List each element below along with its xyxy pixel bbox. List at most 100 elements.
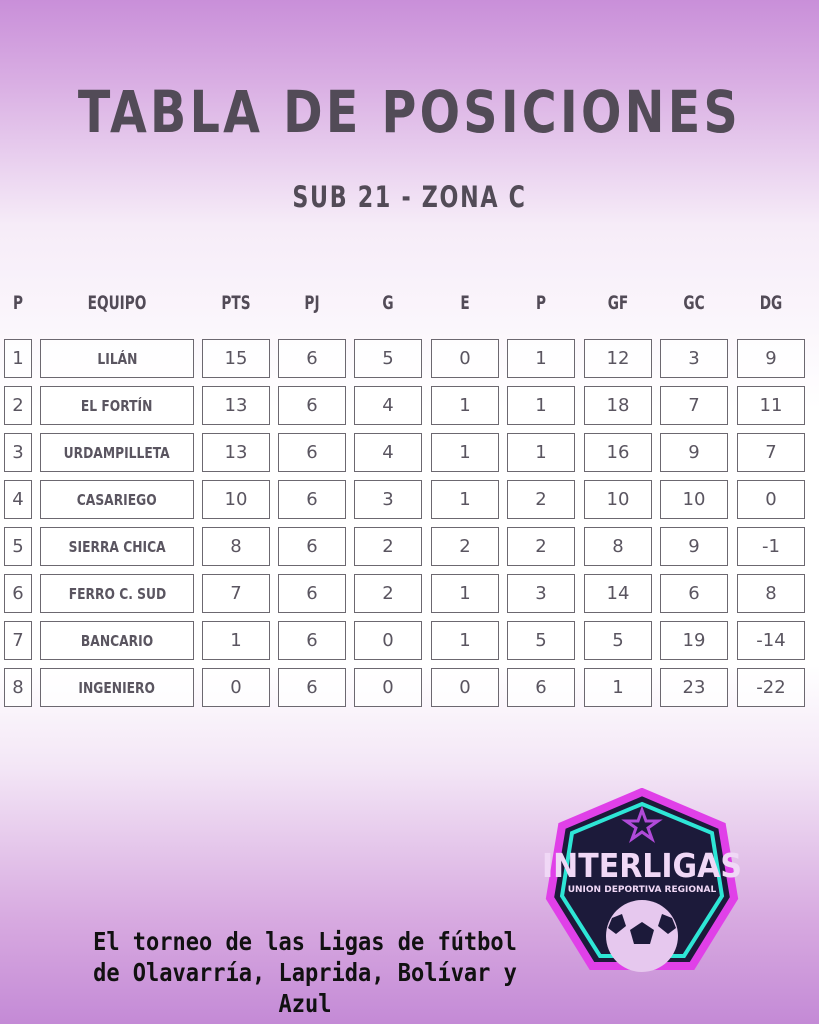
cell-team: EL FORTÍN — [40, 386, 194, 425]
cell-points: 15 — [202, 339, 270, 378]
cell-points: 13 — [202, 433, 270, 472]
cell-text: 6 — [12, 583, 24, 604]
cell-team: INGENIERO — [40, 668, 194, 707]
cell-goals-against: 7 — [660, 386, 728, 425]
cell-goals-for: 14 — [584, 574, 652, 613]
cell-text: 6 — [306, 489, 318, 510]
cell-text: 7 — [230, 583, 242, 604]
cell-text: -14 — [756, 630, 786, 651]
cell-text: 1 — [535, 348, 547, 369]
cell-position: 8 — [4, 668, 32, 707]
cell-points: 7 — [202, 574, 270, 613]
cell-goals-for: 5 — [584, 621, 652, 660]
cell-text: 1 — [459, 442, 471, 463]
cell-text: 8 — [230, 536, 242, 557]
cell-position: 3 — [4, 433, 32, 472]
header-position: P — [12, 292, 24, 314]
cell-text: 6 — [306, 677, 318, 698]
cell-text: 1 — [612, 677, 624, 698]
cell-drawn: 1 — [431, 574, 499, 613]
cell-text: 6 — [306, 442, 318, 463]
cell-text: 8 — [12, 677, 24, 698]
cell-won: 2 — [354, 527, 422, 566]
cell-text: 2 — [12, 395, 24, 416]
cell-goal-diff: -14 — [737, 621, 805, 660]
header-goals-for: GF — [607, 292, 629, 314]
cell-text: 10 — [606, 489, 630, 510]
page-title: TABLA DE POSICIONES — [77, 78, 742, 146]
cell-team: URDAMPILLETA — [40, 433, 194, 472]
cell-text: 3 — [12, 442, 24, 463]
cell-text: 1 — [459, 630, 471, 651]
cell-text: 5 — [382, 348, 394, 369]
cell-position: 7 — [4, 621, 32, 660]
cell-goals-against: 19 — [660, 621, 728, 660]
interligas-logo: INTERLIGAS UNION DEPORTIVA REGIONAL — [542, 788, 742, 972]
cell-text: URDAMPILLETA — [63, 443, 171, 462]
cell-text: 6 — [306, 536, 318, 557]
cell-played: 6 — [278, 433, 346, 472]
cell-text: 1 — [230, 630, 242, 651]
cell-drawn: 0 — [431, 339, 499, 378]
cell-text: 14 — [606, 583, 630, 604]
header-drawn: E — [460, 292, 470, 314]
cell-points: 10 — [202, 480, 270, 519]
footer-text: El torneo de las Ligas de fútbol de Olav… — [40, 926, 570, 1019]
cell-text: 5 — [535, 630, 547, 651]
cell-text: 1 — [535, 395, 547, 416]
cell-played: 6 — [278, 574, 346, 613]
cell-points: 8 — [202, 527, 270, 566]
cell-drawn: 1 — [431, 621, 499, 660]
cell-text: INGENIERO — [78, 678, 156, 697]
cell-text: 6 — [306, 348, 318, 369]
cell-text: -22 — [756, 677, 786, 698]
cell-drawn: 0 — [431, 668, 499, 707]
cell-text: 0 — [765, 489, 777, 510]
cell-goal-diff: 11 — [737, 386, 805, 425]
page-subtitle: SUB 21 - ZONA C — [292, 180, 527, 214]
cell-goals-against: 9 — [660, 527, 728, 566]
cell-team: CASARIEGO — [40, 480, 194, 519]
cell-drawn: 2 — [431, 527, 499, 566]
cell-position: 1 — [4, 339, 32, 378]
cell-played: 6 — [278, 527, 346, 566]
cell-drawn: 1 — [431, 433, 499, 472]
cell-team: FERRO C. SUD — [40, 574, 194, 613]
cell-text: 6 — [306, 630, 318, 651]
cell-goals-against: 9 — [660, 433, 728, 472]
cell-text: 6 — [535, 677, 547, 698]
cell-text: 7 — [12, 630, 24, 651]
cell-team: LILÁN — [40, 339, 194, 378]
cell-text: 0 — [459, 677, 471, 698]
cell-text: -1 — [762, 536, 780, 557]
cell-text: 18 — [606, 395, 630, 416]
cell-text: 8 — [765, 583, 777, 604]
cell-text: 1 — [535, 442, 547, 463]
cell-goal-diff: 7 — [737, 433, 805, 472]
cell-won: 2 — [354, 574, 422, 613]
cell-text: 13 — [224, 442, 248, 463]
cell-goals-for: 1 — [584, 668, 652, 707]
cell-goal-diff: -22 — [737, 668, 805, 707]
header-goals-against: GC — [683, 292, 705, 314]
cell-position: 5 — [4, 527, 32, 566]
cell-text: 2 — [382, 583, 394, 604]
cell-text: 23 — [682, 677, 706, 698]
cell-won: 3 — [354, 480, 422, 519]
cell-text: 2 — [535, 536, 547, 557]
cell-text: 6 — [688, 583, 700, 604]
cell-text: 0 — [230, 677, 242, 698]
cell-text: 1 — [459, 583, 471, 604]
cell-lost: 5 — [507, 621, 575, 660]
cell-goals-for: 12 — [584, 339, 652, 378]
cell-text: 13 — [224, 395, 248, 416]
cell-won: 4 — [354, 433, 422, 472]
cell-lost: 2 — [507, 527, 575, 566]
cell-points: 1 — [202, 621, 270, 660]
cell-text: CASARIEGO — [77, 490, 157, 509]
cell-text: 7 — [765, 442, 777, 463]
cell-text: 9 — [688, 442, 700, 463]
cell-played: 6 — [278, 386, 346, 425]
cell-text: BANCARIO — [80, 631, 154, 650]
cell-text: 8 — [612, 536, 624, 557]
